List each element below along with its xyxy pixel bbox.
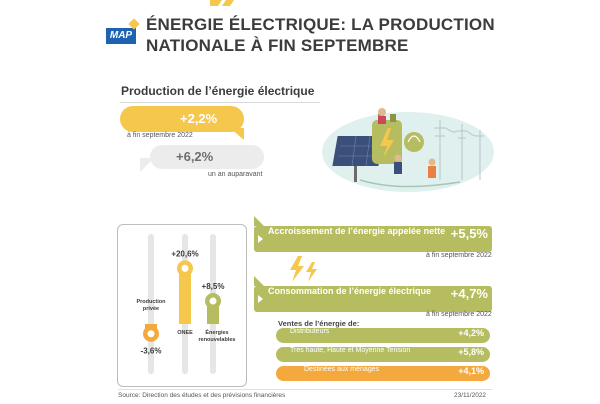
ventes-title: Ventes de l’énergie de: [278, 319, 360, 328]
indicator-label: Accroissement de l’énergie appelée nette [268, 226, 446, 236]
indicator-banner: Accroissement de l’énergie appelée nette… [254, 226, 492, 252]
previous-production-note: un an auparavant [208, 171, 263, 178]
bar [179, 268, 191, 324]
page-title: ÉNERGIE ÉLECTRIQUE: LA PRODUCTION NATION… [146, 15, 495, 55]
category-label: ONEE [177, 330, 193, 336]
bubble-tail [230, 128, 244, 140]
current-production-value: +2,2% [120, 106, 244, 132]
banner-flag [254, 216, 264, 226]
category-label: privée [143, 306, 159, 312]
ventes-item-label: Destinées aux ménages [304, 366, 380, 373]
data-label: +20,6% [171, 249, 198, 258]
bar-cap-dot [181, 264, 189, 272]
ventes-item-label: Très haute, Haute et Moyenne Tension [290, 347, 411, 354]
production-section-title: Production de l’énergie électrique [121, 84, 315, 98]
indicator-value: +5,5% [450, 226, 488, 241]
arrow-right-icon [258, 235, 263, 243]
footer-divider [118, 389, 492, 390]
indicator-note: à fin septembre 2022 [426, 252, 492, 259]
previous-production-value: +6,2% [150, 145, 264, 169]
indicator-note: à fin septembre 2022 [426, 311, 492, 318]
lightning-bolt-icon [290, 256, 317, 282]
data-label: -3,6% [141, 347, 162, 356]
publication-date: 23/11/2022 [454, 392, 487, 399]
map-logo: MAP [106, 28, 136, 44]
bar-cap-dot [209, 297, 217, 305]
category-label: Énergies [205, 328, 228, 336]
solar-energy-illustration [320, 100, 498, 196]
data-label: +8,5% [202, 282, 225, 291]
header-accent [210, 0, 234, 6]
source-note: Source: Direction des études et des prév… [118, 392, 286, 399]
banner-flag [254, 276, 264, 286]
indicator-label: Consommation de l’énergie électrique [268, 286, 432, 296]
category-label: renouvelables [199, 337, 236, 343]
ventes-item: Destinées aux ménages +4,1% [276, 366, 490, 381]
ventes-item-value: +4,1% [458, 366, 484, 376]
ventes-item: Très haute, Haute et Moyenne Tension +5,… [276, 347, 490, 362]
section-divider [120, 102, 320, 103]
ventes-item: Distributeurs +4,2% [276, 328, 490, 343]
ventes-item-label: Distributeurs [290, 328, 330, 335]
indicator-value: +4,7% [450, 286, 488, 301]
category-label: Production [136, 299, 166, 305]
ventes-item-value: +5,8% [458, 347, 484, 357]
ventes-item-value: +4,2% [458, 328, 484, 338]
arrow-right-icon [258, 295, 263, 303]
bar-cap-dot [147, 330, 155, 338]
current-production-note: à fin septembre 2022 [127, 132, 193, 139]
indicator-banner: Consommation de l’énergie électrique +4,… [254, 286, 492, 312]
